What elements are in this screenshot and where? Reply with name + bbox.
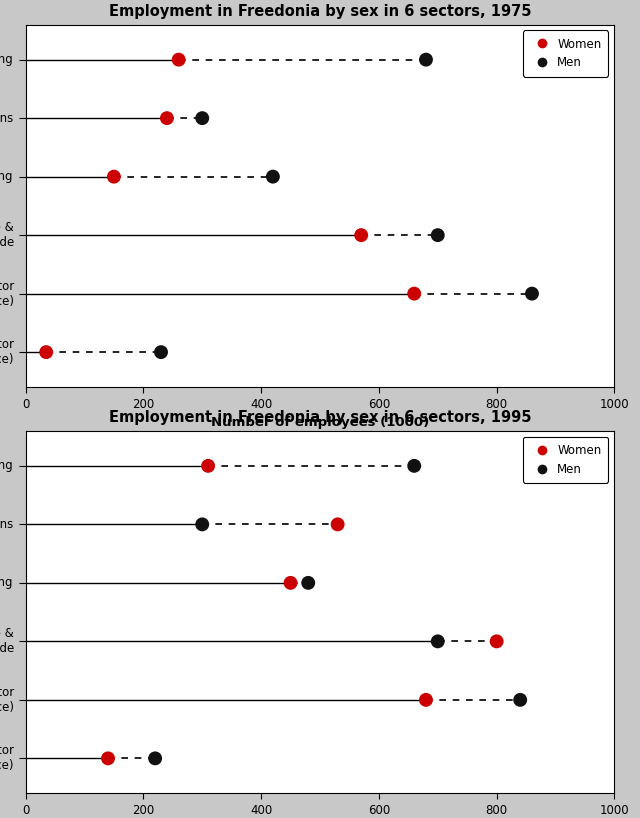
Point — [303, 577, 314, 590]
Point — [409, 460, 419, 473]
Point — [409, 287, 419, 300]
Point — [203, 460, 213, 473]
Point — [333, 518, 343, 531]
Point — [356, 228, 366, 241]
Point — [421, 694, 431, 707]
Point — [162, 111, 172, 124]
Point — [197, 111, 207, 124]
Point — [41, 345, 51, 358]
Point — [268, 170, 278, 183]
Title: Employment in Freedonia by sex in 6 sectors, 1995: Employment in Freedonia by sex in 6 sect… — [109, 411, 531, 425]
Point — [156, 345, 166, 358]
Point — [197, 518, 207, 531]
Legend: Women, Men: Women, Men — [523, 30, 609, 77]
Point — [109, 170, 119, 183]
Point — [103, 752, 113, 765]
Point — [527, 287, 537, 300]
Legend: Women, Men: Women, Men — [523, 437, 609, 483]
Point — [492, 635, 502, 648]
Point — [433, 228, 443, 241]
Point — [515, 694, 525, 707]
Point — [173, 53, 184, 66]
Point — [150, 752, 160, 765]
X-axis label: Number of employees (1000): Number of employees (1000) — [211, 416, 429, 429]
Point — [433, 635, 443, 648]
Point — [421, 53, 431, 66]
Point — [285, 577, 296, 590]
Title: Employment in Freedonia by sex in 6 sectors, 1975: Employment in Freedonia by sex in 6 sect… — [109, 4, 531, 19]
